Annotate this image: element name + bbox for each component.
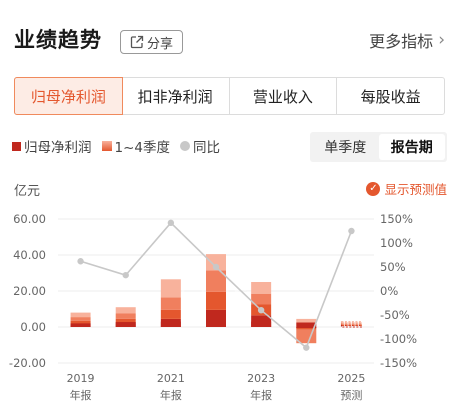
bar-segment (296, 318, 317, 323)
left-axis-tick: -20.00 (9, 356, 46, 370)
bar-segment (296, 327, 317, 330)
bar-segment (206, 270, 226, 292)
bar-segment (206, 254, 226, 271)
tab-revenue[interactable]: 营业收入 (230, 78, 338, 114)
yoy-point (303, 344, 310, 351)
right-axis-tick: -50% (380, 308, 410, 322)
x-tick-sub: 预测 (340, 389, 362, 402)
right-axis-tick: 50% (380, 260, 406, 274)
show-forecast-label: 显示预测值 (384, 182, 447, 197)
bar-segment (70, 320, 91, 325)
chart-legend: 归母净利润 1~4季度 同比 (12, 136, 230, 156)
right-axis-tick: 0% (380, 284, 398, 298)
period-toggle: 单季度 报告期 (310, 132, 447, 162)
bar-segment (115, 307, 136, 314)
legend-label-net-profit: 归母净利润 (24, 140, 92, 156)
yoy-point (122, 271, 129, 279)
bar-segment (340, 321, 362, 324)
bar-annual-base (115, 322, 136, 327)
bar-annual-base (296, 327, 317, 328)
tab-eps[interactable]: 每股收益 (360, 87, 421, 106)
x-tick-year: 2023 (247, 372, 275, 385)
x-tick-year: 2025 (337, 372, 365, 385)
x-tick-sub: 年报 (160, 388, 182, 402)
legend-label-yoy: 同比 (193, 140, 220, 156)
header: 业绩趋势 分享 更多指标 › (0, 0, 457, 70)
period-report-button[interactable]: 报告期 (378, 134, 445, 160)
share-label: 分享 (146, 36, 173, 52)
unit-label: 亿元 (14, 184, 41, 199)
bar-segment (70, 317, 91, 321)
right-axis-tick: 150% (380, 212, 413, 226)
performance-chart: 60.00 40.00 20.00 0.00 -20.00 150% 100% 50% 0% -5… (9, 212, 417, 402)
legend-item-net-profit: 归母净利润 (12, 136, 92, 156)
bar-annual-base (70, 323, 91, 327)
bar-segment (70, 312, 91, 318)
x-tick-sub: 年报 (250, 388, 272, 402)
right-axis-tick: -150% (380, 356, 417, 370)
bar-annual-base (251, 321, 272, 327)
period-quarterly-button[interactable]: 单季度 (324, 140, 367, 156)
right-axis-tick: -100% (380, 332, 417, 346)
bar-segment (160, 279, 181, 298)
bar-segment (160, 309, 181, 319)
x-tick-sub: 年报 (70, 388, 92, 402)
show-forecast-toggle[interactable]: ✓ 显示预测值 (366, 179, 447, 198)
metric-tabs: 归母净利润 扣非净利润 营业收入 每股收益 (14, 77, 445, 115)
legend-swatch-dark (12, 141, 21, 151)
yoy-point (212, 263, 220, 271)
bar-segment (115, 318, 136, 324)
share-icon (130, 35, 144, 49)
bar-segment (251, 293, 272, 305)
yoy-point (167, 219, 175, 227)
legend-item-yoy: 同比 (180, 136, 220, 156)
chevron-right-icon: › (438, 30, 445, 50)
bar-segment (340, 322, 362, 325)
share-button[interactable]: 分享 (120, 30, 183, 54)
legend-swatch-gradient (101, 141, 112, 151)
bar-segment (340, 325, 362, 328)
yoy-point (77, 258, 84, 265)
bar-segment (251, 315, 272, 327)
yoy-point (348, 227, 355, 235)
bar-segment (115, 313, 136, 319)
more-indicators-link[interactable]: 更多指标 › (369, 28, 445, 52)
tab-net-profit[interactable]: 归母净利润 (14, 77, 123, 115)
bar-annual-base (160, 321, 181, 327)
more-indicators-label: 更多指标 (369, 32, 434, 51)
left-axis-tick: 60.00 (13, 212, 46, 226)
x-tick-year: 2019 (67, 372, 95, 385)
x-tick-year: 2021 (157, 372, 185, 385)
check-circle-icon: ✓ (366, 181, 381, 196)
bar-segment (340, 323, 362, 327)
legend-swatch-dot (180, 141, 190, 151)
yoy-point (257, 307, 265, 314)
left-axis-tick: 40.00 (13, 248, 46, 262)
right-axis-tick: 100% (380, 236, 413, 250)
bar-segment (251, 282, 272, 294)
legend-item-quarters: 1~4季度 (101, 136, 171, 156)
bar-segment (296, 322, 317, 327)
bar-annual-base (206, 321, 226, 327)
bar-segment (160, 297, 181, 310)
left-axis-tick: 20.00 (13, 284, 46, 298)
tab-deducted-net-profit[interactable]: 扣非净利润 (122, 78, 230, 114)
bar-segment (206, 291, 226, 310)
left-axis-tick: 0.00 (20, 320, 46, 334)
section-title: 业绩趋势 (14, 28, 102, 52)
legend-label-quarters: 1~4季度 (114, 140, 171, 156)
